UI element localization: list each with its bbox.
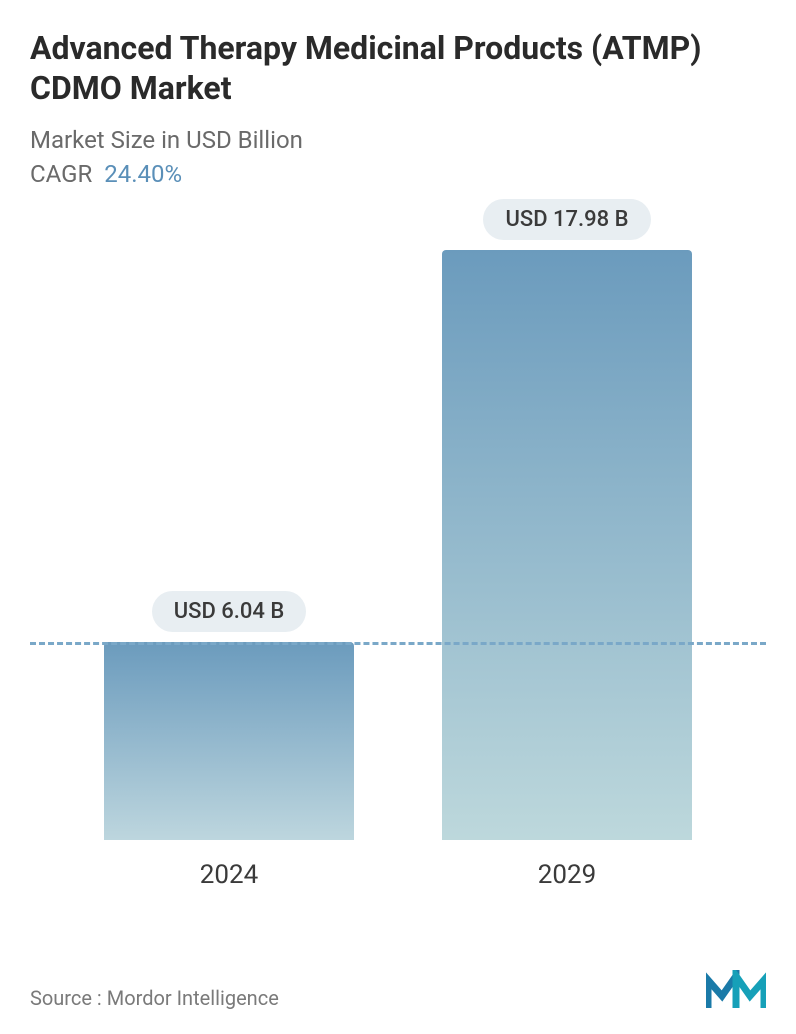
x-label: 2029 bbox=[442, 860, 692, 890]
source-text: Source : Mordor Intelligence bbox=[30, 986, 279, 1010]
reference-line bbox=[30, 642, 766, 645]
cagr-line: CAGR 24.40% bbox=[30, 160, 766, 188]
value-badge: USD 6.04 B bbox=[152, 591, 307, 632]
x-axis-labels: 2024 2029 bbox=[30, 860, 766, 890]
bar-group-2029: USD 17.98 B bbox=[442, 199, 692, 840]
chart-area: USD 6.04 B USD 17.98 B 2024 2029 bbox=[30, 198, 766, 898]
bars-container: USD 6.04 B USD 17.98 B bbox=[30, 198, 766, 840]
cagr-value: 24.40% bbox=[104, 160, 182, 188]
chart-subtitle: Market Size in USD Billion bbox=[30, 126, 766, 154]
x-label: 2024 bbox=[104, 860, 354, 890]
cagr-label: CAGR bbox=[30, 160, 92, 188]
chart-footer: Source : Mordor Intelligence bbox=[30, 970, 766, 1010]
chart-title: Advanced Therapy Medicinal Products (ATM… bbox=[30, 28, 766, 108]
value-badge: USD 17.98 B bbox=[483, 199, 650, 240]
bar bbox=[104, 642, 354, 840]
mordor-logo-icon bbox=[706, 970, 766, 1010]
bar bbox=[442, 250, 692, 840]
bar-group-2024: USD 6.04 B bbox=[104, 591, 354, 840]
